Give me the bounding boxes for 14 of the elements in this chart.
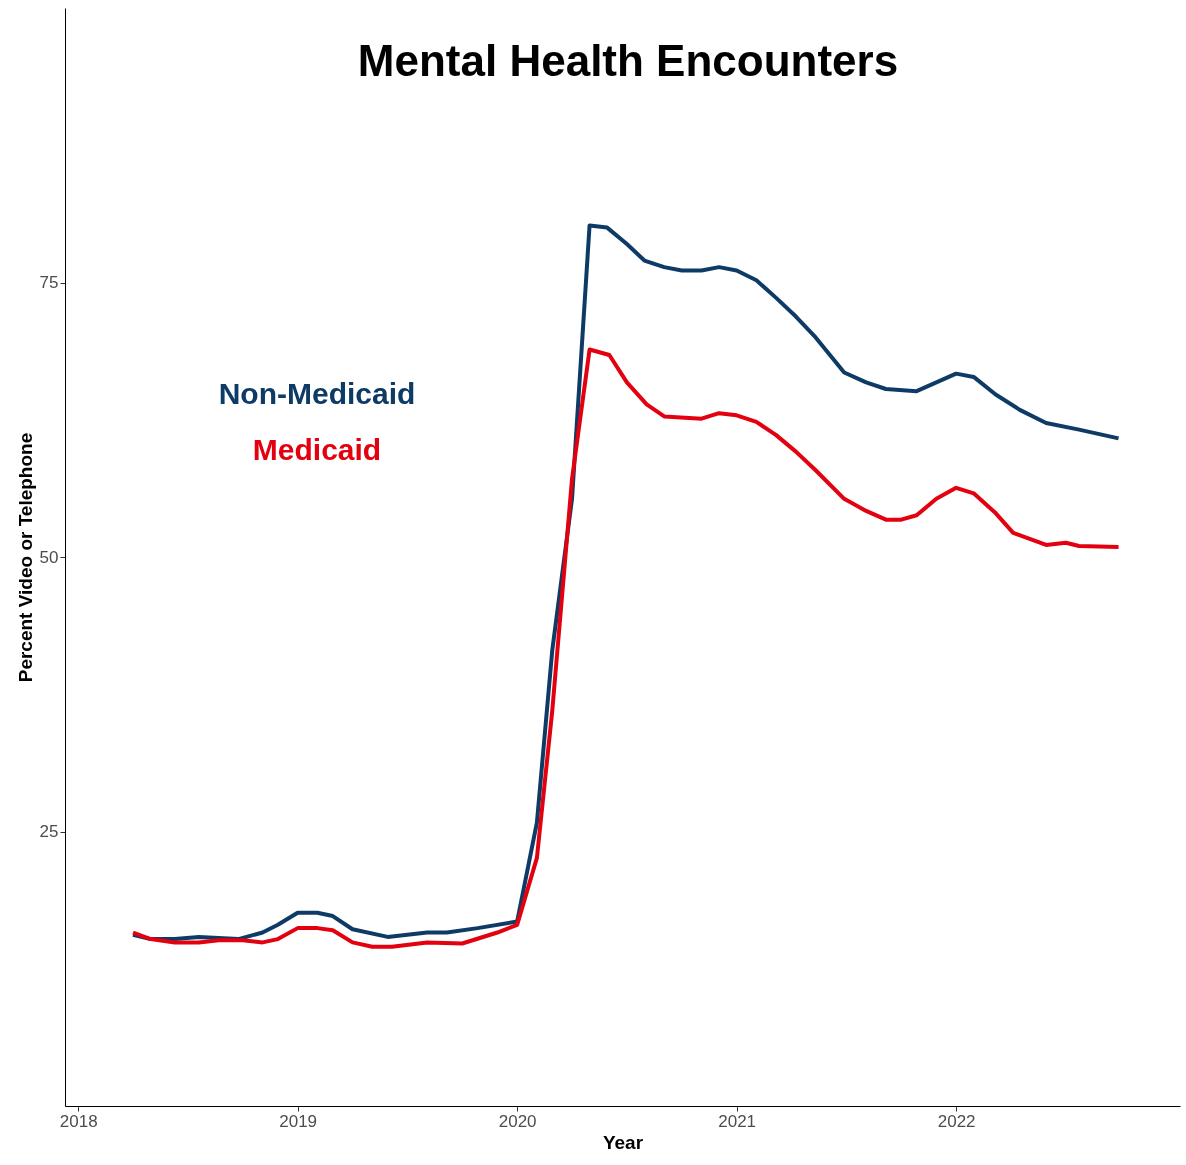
text: Medicaid	[252, 433, 382, 466]
text: Non-Medicaid	[218, 377, 416, 410]
y-axis-title: Percent Video or Telephone	[14, 432, 36, 683]
y-tick-label: 50	[39, 547, 59, 567]
x-axis-title: Year	[602, 1131, 644, 1153]
x-tick-label: 2018	[59, 1111, 98, 1131]
x-tick-label: 2021	[718, 1111, 757, 1131]
line-series	[131, 347, 1121, 949]
x-tick-label: 2020	[498, 1111, 537, 1131]
text: Mental Health Encounters	[357, 36, 899, 85]
x-tick-label: 2022	[937, 1111, 976, 1131]
y-tick-label: 25	[39, 822, 59, 841]
x-tick-label: 2019	[279, 1111, 318, 1131]
y-tick-label: 75	[39, 273, 59, 292]
